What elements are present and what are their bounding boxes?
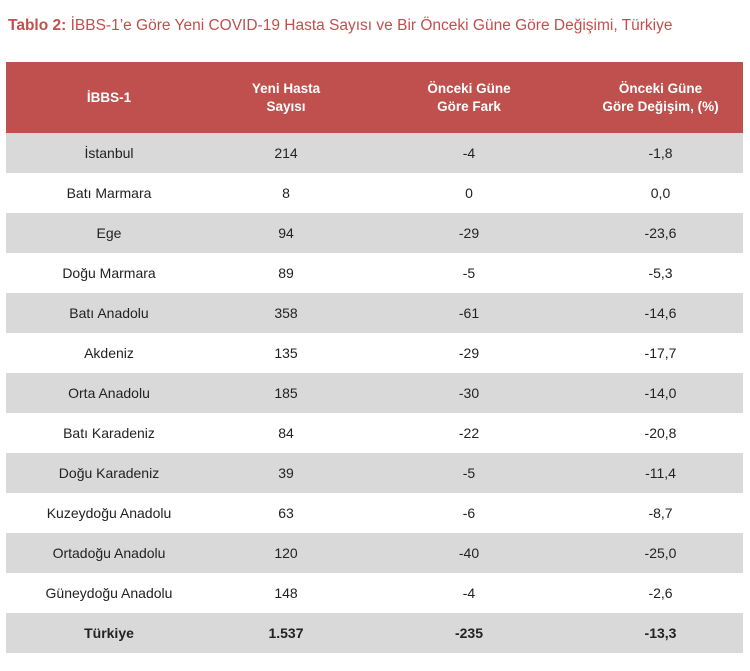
cell-region: Batı Karadeniz [6,413,212,453]
header-new-cases: Yeni Hasta Sayısı [212,62,360,133]
cell-new-cases: 148 [212,573,360,613]
cell-new-cases: 84 [212,413,360,453]
cell-difference: 0 [360,173,578,213]
cell-change-percent: -14,6 [578,293,743,333]
cell-region: Kuzeydoğu Anadolu [6,493,212,533]
table-row: Güneydoğu Anadolu 148 -4 -2,6 [6,573,743,613]
table-row: Batı Karadeniz 84 -22 -20,8 [6,413,743,453]
cell-region: Doğu Karadeniz [6,453,212,493]
header-region: İBBS-1 [6,62,212,133]
cell-region: Orta Anadolu [6,373,212,413]
table-row: İstanbul 214 -4 -1,8 [6,133,743,173]
header-row: İBBS-1 Yeni Hasta Sayısı Önceki Güne Gör… [6,62,743,133]
cell-new-cases: 358 [212,293,360,333]
table-body: İstanbul 214 -4 -1,8 Batı Marmara 8 0 0,0 Ege 94-… [6,133,743,653]
cell-difference: -29 [360,213,578,253]
cell-region: Akdeniz [6,333,212,373]
cell-region: Doğu Marmara [6,253,212,293]
table-row: Akdeniz 135 -29 -17,7 [6,333,743,373]
table-row: Doğu Karadeniz 39 -5 -11,4 [6,453,743,493]
cell-difference: -22 [360,413,578,453]
cell-change-percent: -11,4 [578,453,743,493]
table-row: Orta Anadolu 185 -30 -14,0 [6,373,743,413]
cell-region: Ege [6,213,212,253]
total-cell-region: Türkiye [6,613,212,653]
cell-change-percent: -1,8 [578,133,743,173]
cell-change-percent: -23,6 [578,213,743,253]
header-difference: Önceki Güne Göre Fark [360,62,578,133]
cell-change-percent: -17,7 [578,333,743,373]
cell-region: Ortadoğu Anadolu [6,533,212,573]
cell-difference: -5 [360,253,578,293]
cell-change-percent: -14,0 [578,373,743,413]
cell-difference: -4 [360,133,578,173]
cell-difference: -5 [360,453,578,493]
table-header: İBBS-1 Yeni Hasta Sayısı Önceki Güne Gör… [6,62,743,133]
cell-region: Batı Marmara [6,173,212,213]
cell-new-cases: 135 [212,333,360,373]
cell-new-cases: 8 [212,173,360,213]
cell-difference: -61 [360,293,578,333]
header-change-percent: Önceki Güne Göre Değişim, (%) [578,62,743,133]
total-cell-change-percent: -13,3 [578,613,743,653]
cell-new-cases: 185 [212,373,360,413]
table-row: Kuzeydoğu Anadolu 63 -6 -8,7 [6,493,743,533]
caption-label: Tablo 2: [8,17,67,34]
cell-change-percent: -20,8 [578,413,743,453]
total-cell-difference: -235 [360,613,578,653]
cell-new-cases: 120 [212,533,360,573]
cell-difference: -40 [360,533,578,573]
covid-cases-table: İBBS-1 Yeni Hasta Sayısı Önceki Güne Gör… [6,62,743,653]
table-row: Batı Anadolu 358 -61 -14,6 [6,293,743,333]
cell-change-percent: -5,3 [578,253,743,293]
cell-region: Güneydoğu Anadolu [6,573,212,613]
table-row: Batı Marmara 8 0 0,0 [6,173,743,213]
cell-new-cases: 63 [212,493,360,533]
cell-change-percent: -25,0 [578,533,743,573]
table-caption: Tablo 2: İBBS-1’e Göre Yeni COVID-19 Has… [8,17,672,35]
cell-change-percent: -8,7 [578,493,743,533]
cell-difference: -29 [360,333,578,373]
cell-new-cases: 39 [212,453,360,493]
cell-change-percent: 0,0 [578,173,743,213]
cell-region: İstanbul [6,133,212,173]
cell-difference: -30 [360,373,578,413]
table-row: Ege 94 -29 -23,6 [6,213,743,253]
caption-text: İBBS-1’e Göre Yeni COVID-19 Hasta Sayısı… [66,17,673,34]
table-row: Doğu Marmara 89 -5 -5,3 [6,253,743,293]
cell-difference: -4 [360,573,578,613]
table-row: Ortadoğu Anadolu 120 -40 -25,0 [6,533,743,573]
total-cell-new-cases: 1.537 [212,613,360,653]
cell-region: Batı Anadolu [6,293,212,333]
cell-difference: -6 [360,493,578,533]
cell-change-percent: -2,6 [578,573,743,613]
cell-new-cases: 214 [212,133,360,173]
cell-new-cases: 94 [212,213,360,253]
cell-new-cases: 89 [212,253,360,293]
total-row: Türkiye 1.537 -235 -13,3 [6,613,743,653]
